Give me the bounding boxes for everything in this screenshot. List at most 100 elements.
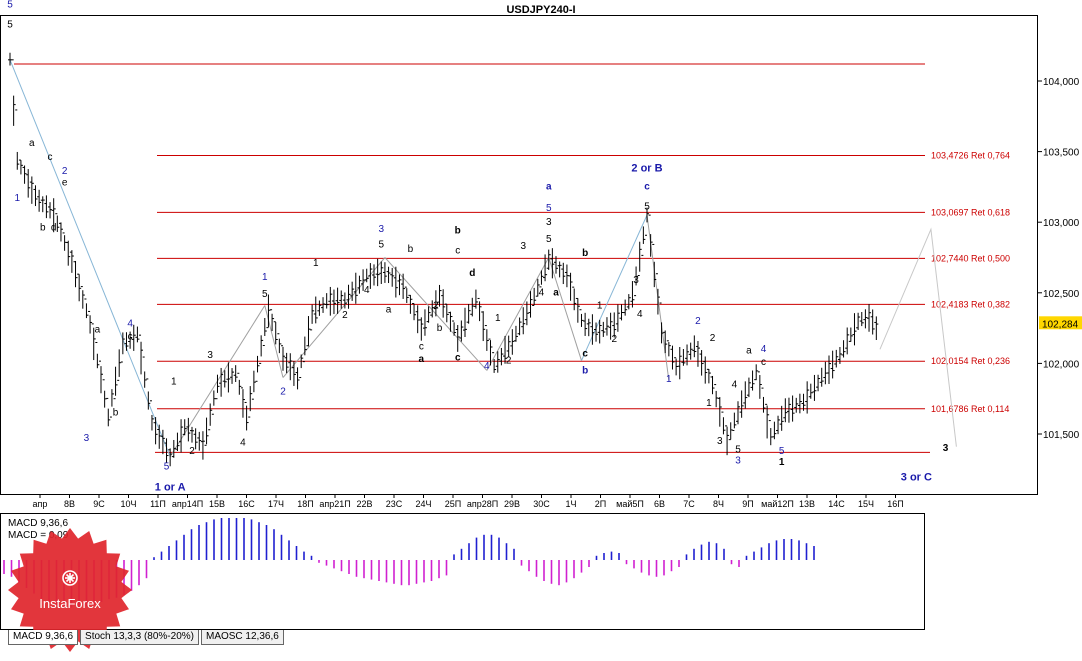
- wave-label: d: [469, 268, 475, 279]
- ohlc-bar: [29, 176, 34, 204]
- level-label: 101,6786 Ret 0,114: [931, 404, 1009, 414]
- ohlc-bar: [58, 222, 63, 242]
- ohlc-bar: [448, 311, 453, 332]
- ohlc-bar: [608, 312, 613, 340]
- current-price-box: [1039, 316, 1082, 330]
- ohlc-bar: [55, 213, 60, 232]
- ohlc-bar: [532, 287, 537, 307]
- time-tick-label: 7С: [683, 499, 695, 509]
- price-tick-label: 104,000: [1043, 77, 1080, 88]
- ohlc-bar: [69, 250, 74, 273]
- ohlc-bar: [495, 351, 500, 373]
- ohlc-bar: [37, 189, 42, 212]
- wave-label: b: [582, 248, 588, 259]
- ohlc-bar: [368, 263, 373, 289]
- wave-label: c: [128, 331, 133, 342]
- ohlc-bar: [528, 291, 533, 318]
- time-tick-label: апр: [33, 499, 48, 509]
- ohlc-bar: [230, 368, 235, 384]
- price-tick-label: 103,000: [1043, 218, 1080, 229]
- ohlc-bar: [208, 403, 213, 431]
- ohlc-bar: [182, 419, 187, 436]
- ohlc-bar: [612, 312, 617, 338]
- ohlc-bar: [488, 338, 493, 366]
- ohlc-bar: [295, 367, 300, 390]
- ohlc-bar: [827, 355, 831, 384]
- ohlc-bar: [306, 316, 311, 347]
- wave-label: c: [455, 245, 460, 256]
- projection-line: [879, 227, 957, 447]
- ohlc-bar: [554, 256, 558, 274]
- ohlc-bar: [139, 334, 144, 375]
- ohlc-bar: [819, 367, 824, 387]
- ohlc-bar: [437, 284, 442, 307]
- time-tick-label: апр14П: [172, 499, 203, 509]
- ohlc-bar: [233, 365, 238, 382]
- time-tick-label: 2П: [595, 499, 606, 509]
- time-tick-label: 8Ч: [713, 499, 724, 509]
- ohlc-bar: [171, 439, 176, 458]
- ohlc-bar: [783, 398, 788, 423]
- tab-stochastic[interactable]: Stoch 13,3,3 (80%-20%): [80, 630, 199, 645]
- wave-label: 5: [262, 289, 268, 300]
- ohlc-bar: [805, 381, 810, 414]
- macd-settings-label: MACD 9,36,6: [8, 518, 68, 529]
- ohlc-bar: [604, 317, 609, 336]
- ohlc-bar: [623, 299, 628, 316]
- ohlc-bar: [867, 304, 872, 332]
- wave-label: 2: [280, 386, 286, 397]
- ohlc-bar: [430, 300, 435, 318]
- ohlc-bar: [353, 272, 358, 304]
- ohlc-bar: [15, 109, 20, 170]
- ohlc-bar: [197, 431, 202, 451]
- time-tick-label: 10Ч: [120, 499, 136, 509]
- ohlc-bar: [91, 323, 96, 361]
- time-tick-label: май5П: [616, 499, 644, 509]
- wave-label: 5: [644, 201, 650, 212]
- ohlc-bar: [277, 333, 282, 354]
- ohlc-bar: [48, 202, 53, 219]
- ohlc-bar: [80, 286, 85, 309]
- time-tick-label: 11П: [150, 499, 166, 509]
- ohlc-bar: [240, 387, 245, 418]
- ohlc-bar: [594, 322, 599, 342]
- ohlc-bar: [255, 355, 260, 382]
- ohlc-bar: [244, 401, 249, 431]
- ohlc-bar: [251, 370, 256, 400]
- ohlc-bar: [350, 281, 355, 301]
- ohlc-bar: [557, 261, 562, 278]
- ohlc-bar: [168, 448, 173, 467]
- ohlc-bar: [852, 313, 857, 346]
- wave-label: 3: [84, 433, 90, 444]
- ohlc-bar: [441, 289, 446, 318]
- wave-label: 2: [342, 310, 348, 321]
- ohlc-bar: [776, 415, 781, 435]
- ohlc-bar: [572, 286, 577, 311]
- tab-maosc[interactable]: MAOSC 12,36,6: [200, 630, 284, 645]
- wave-label: b: [582, 365, 588, 376]
- wave-label: 5: [779, 446, 785, 457]
- ohlc-bar: [346, 284, 351, 309]
- time-tick-label: 9С: [93, 499, 105, 509]
- wave-label: a: [546, 182, 552, 193]
- ohlc-bar: [310, 304, 315, 331]
- time-tick-label: 15Ч: [858, 499, 874, 509]
- ohlc-bar: [99, 360, 103, 394]
- wave-label: 1: [706, 398, 712, 409]
- wave-line: [282, 257, 386, 378]
- ohlc-bar: [248, 386, 253, 418]
- time-tick-label: апр21П: [319, 499, 350, 509]
- ohlc-bar: [401, 273, 406, 299]
- ohlc-bar: [688, 342, 693, 360]
- ohlc-bar: [299, 354, 304, 379]
- logo-emblem-icon: [62, 570, 78, 586]
- ohlc-bar: [754, 364, 759, 381]
- wave-line: [486, 257, 550, 371]
- ohlc-bar: [710, 375, 715, 395]
- ohlc-bar: [259, 335, 264, 364]
- ohlc-bar: [113, 366, 118, 400]
- tab-macd[interactable]: MACD 9,36,6: [8, 630, 79, 645]
- ohlc-bar: [135, 326, 140, 343]
- wave-label: b: [113, 408, 119, 419]
